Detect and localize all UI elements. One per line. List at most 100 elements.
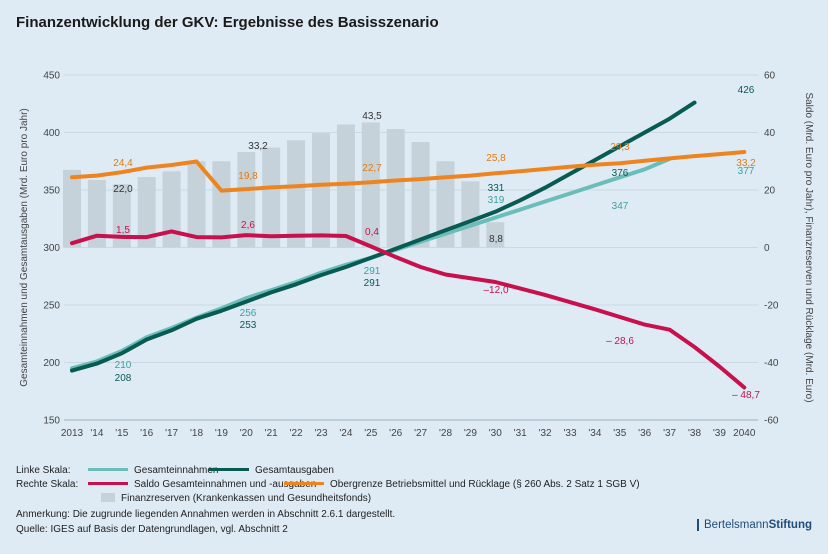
x-tick-label: '20 xyxy=(240,428,253,439)
bar-reserve xyxy=(112,184,131,248)
data-label: 253 xyxy=(240,320,257,331)
y-left-tick-label: 200 xyxy=(43,358,60,369)
x-tick-label: '37 xyxy=(663,428,676,439)
legend-item-ausgaben: Gesamtausgaben xyxy=(209,464,334,478)
data-label: 319 xyxy=(488,195,505,206)
data-labels: 22,0 33,2 43,5 8,8 24,4 19,8 22,7 25,8 29,3 33,2 1… xyxy=(113,85,760,401)
bar-reserve xyxy=(237,152,256,248)
line-saldo xyxy=(70,229,747,390)
data-label: 426 xyxy=(738,85,755,96)
data-label: 33,2 xyxy=(736,158,756,169)
legend-right-caption: Rechte Skala: xyxy=(16,479,79,490)
y-left-tick-label: 400 xyxy=(43,128,60,139)
data-label: 29,3 xyxy=(610,142,630,153)
bars-reserves xyxy=(63,122,505,248)
x-tick-label: '33 xyxy=(563,428,576,439)
y-right-tick-label: 60 xyxy=(764,71,776,82)
y-right-axis-title: Saldo (Mrd. Euro pro Jahr), Finanzreserv… xyxy=(803,92,814,402)
bar-reserve xyxy=(287,140,306,248)
bar-reserve xyxy=(137,177,156,248)
legend-swatch-obergrenze xyxy=(284,481,324,485)
y-left-tick-label: 350 xyxy=(43,186,60,197)
y-left-tick-label: 300 xyxy=(43,243,60,254)
legend-item-einnahmen: Gesamteinnahmen xyxy=(88,464,219,478)
x-tick-label: '39 xyxy=(713,428,726,439)
data-label: 0,4 xyxy=(365,227,379,238)
data-label: 347 xyxy=(612,201,629,212)
y-right-tick-label: 40 xyxy=(764,128,776,139)
bar-reserve xyxy=(336,124,355,248)
data-label: 1,5 xyxy=(116,225,130,236)
data-label: –12,0 xyxy=(483,285,508,296)
chart-svg: 150200250300350400450-60-40-200204060201… xyxy=(19,71,814,440)
x-tick-label: '27 xyxy=(414,428,427,439)
data-label: 24,4 xyxy=(113,158,133,169)
x-tick-label: '29 xyxy=(464,428,477,439)
bar-reserve xyxy=(386,129,405,248)
x-tick-label: '35 xyxy=(613,428,626,439)
bar-reserve xyxy=(187,161,206,248)
legend-swatch-einnahmen xyxy=(88,467,128,471)
x-tick-label: '16 xyxy=(140,428,153,439)
x-tick-label: '21 xyxy=(265,428,278,439)
bar-reserve xyxy=(461,181,480,248)
x-tick-label: '30 xyxy=(489,428,502,439)
x-tick-label: '22 xyxy=(290,428,303,439)
x-tick-label: 2013 xyxy=(61,428,84,439)
bar-reserve xyxy=(361,122,380,248)
x-tick-label: '15 xyxy=(115,428,128,439)
data-label: 377 xyxy=(738,166,755,177)
x-tick-label: '19 xyxy=(215,428,228,439)
chart-source: Quelle: IGES auf Basis der Datengrundlag… xyxy=(16,524,288,535)
data-label: 25,8 xyxy=(486,153,506,164)
x-tick-label: '32 xyxy=(539,428,552,439)
y-right-tick-label: 20 xyxy=(764,186,776,197)
x-tick-label: '38 xyxy=(688,428,701,439)
y-right-tick-label: 0 xyxy=(764,243,770,254)
x-tick-label: '36 xyxy=(638,428,651,439)
chart-note: Anmerkung: Die zugrunde liegenden Annahm… xyxy=(16,509,396,520)
data-label: 208 xyxy=(115,373,132,384)
legend-item-saldo: Saldo Gesamteinnahmen und -ausgaben xyxy=(88,478,316,492)
x-tick-label: '31 xyxy=(514,428,527,439)
data-label: 22,0 xyxy=(113,184,133,195)
legend-left-caption: Linke Skala: xyxy=(16,465,71,476)
y-left-tick-label: 250 xyxy=(43,301,60,312)
bar-reserve xyxy=(436,161,455,248)
y-left-tick-label: 150 xyxy=(43,416,60,427)
bar-reserve xyxy=(212,161,231,248)
data-label: 210 xyxy=(115,360,132,371)
bar-reserve xyxy=(63,169,81,248)
data-label: 19,8 xyxy=(238,171,258,182)
data-label: – 28,6 xyxy=(606,336,634,347)
bar-reserve xyxy=(486,222,505,248)
x-tick-label: '23 xyxy=(314,428,327,439)
y-right-tick-label: -20 xyxy=(764,301,779,312)
bar-reserve xyxy=(262,147,281,248)
y-right-tick-label: -60 xyxy=(764,416,779,427)
data-label: 256 xyxy=(240,308,257,319)
data-label: 291 xyxy=(364,266,381,277)
y-left-axis-title: Gesamteinnahmen und Gesamtausgaben (Mrd.… xyxy=(19,108,30,386)
legend-swatch-ausgaben xyxy=(209,467,249,471)
data-label: 33,2 xyxy=(248,141,268,152)
data-label: – 48,7 xyxy=(732,390,760,401)
data-label: 291 xyxy=(364,278,381,289)
x-tick-label: 2040 xyxy=(733,428,756,439)
bar-reserve xyxy=(411,141,430,248)
chart-title: Finanzentwicklung der GKV: Ergebnisse de… xyxy=(16,14,439,31)
legend-swatch-reserven xyxy=(101,492,115,502)
data-label: 376 xyxy=(612,168,629,179)
x-tick-label: '25 xyxy=(364,428,377,439)
data-label: 331 xyxy=(488,183,505,194)
data-label: 2,6 xyxy=(241,220,255,231)
legend-item-obergrenze: Obergrenze Betriebsmittel und Rücklage (… xyxy=(284,478,640,492)
brand-logo: BertelsmannStiftung xyxy=(697,519,812,531)
bar-reserve xyxy=(87,179,106,248)
x-tick-label: '17 xyxy=(165,428,178,439)
data-label: 8,8 xyxy=(489,234,503,245)
series-lines xyxy=(70,100,747,390)
x-tick-label: '24 xyxy=(339,428,352,439)
x-tick-label: '34 xyxy=(588,428,601,439)
